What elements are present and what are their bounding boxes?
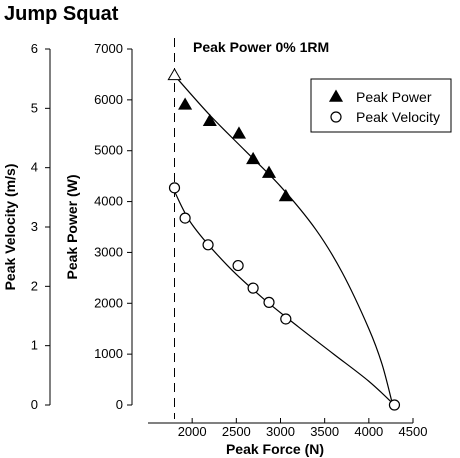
power-tick-label: 3000 [94, 244, 123, 259]
power-tick-label: 4000 [94, 194, 123, 209]
velocity-tick-label: 0 [31, 397, 38, 412]
x-tick-label: 4500 [399, 424, 428, 439]
velocity-point [232, 259, 244, 272]
power-tick-label: 0 [116, 397, 123, 412]
velocity-point [202, 239, 214, 251]
velocity-tick-label: 3 [31, 219, 38, 234]
power-point [202, 113, 217, 126]
x-tick-label: 3000 [266, 424, 295, 439]
velocity-point [263, 296, 275, 308]
chart-title: Jump Squat [4, 3, 119, 25]
velocity-point [388, 399, 401, 411]
power-tick-label: 6000 [94, 92, 123, 107]
legend-box [310, 78, 452, 133]
velocity-tick-label: 6 [31, 41, 38, 56]
velocity-tick-label: 1 [31, 338, 38, 353]
power-point [231, 126, 247, 139]
power-point-open [167, 67, 182, 81]
power-tick-label: 2000 [94, 295, 123, 310]
x-tick-label: 3500 [310, 424, 339, 439]
legend-label: Peak Velocity [356, 109, 440, 125]
power-axis-label: Peak Power (W) [64, 174, 80, 279]
chart-subtitle: Peak Power 0% 1RM [193, 39, 329, 55]
x-tick-label: 2500 [222, 424, 251, 439]
velocity-point [168, 182, 181, 194]
axes: 0 1 2 3 4 5 6 0 1000 2000 3000 4000 5000 6000 7000 2000… [31, 38, 428, 439]
velocity-fit-curve [173, 191, 395, 406]
power-tick-label: 5000 [94, 143, 123, 158]
velocity-axis-label: Peak Velocity (m/s) [2, 164, 18, 291]
velocity-tick-label: 5 [31, 100, 38, 115]
power-point [261, 165, 277, 178]
velocity-point [179, 212, 191, 224]
legend: Peak Power Peak Velocity [310, 78, 452, 133]
power-point [278, 188, 293, 202]
power-tick-label: 7000 [94, 41, 123, 56]
power-point [246, 151, 261, 165]
x-tick-label: 4000 [354, 424, 383, 439]
velocity-point [247, 282, 259, 294]
legend-label: Peak Power [356, 89, 432, 105]
x-tick-label: 2000 [178, 424, 207, 439]
velocity-tick-label: 2 [31, 278, 38, 293]
legend-circle-icon [330, 111, 342, 123]
power-tick-label: 1000 [94, 346, 123, 361]
velocity-point [280, 313, 292, 325]
velocity-tick-label: 4 [31, 160, 38, 175]
power-fit-curve [174, 75, 394, 406]
legend-triangle-icon [328, 89, 344, 102]
x-axis-label: Peak Force (N) [226, 441, 324, 457]
power-point [178, 97, 193, 110]
fit-curves [173, 75, 395, 406]
data-markers [167, 67, 401, 411]
